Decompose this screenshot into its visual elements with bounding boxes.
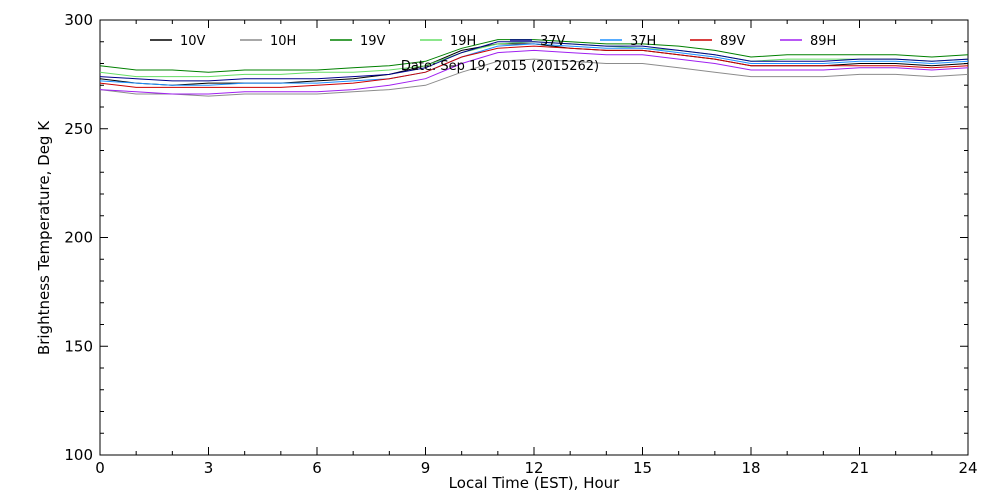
series-line-37h: [99, 43, 969, 86]
legend-label: 19H: [450, 34, 476, 49]
legend-label: 89V: [720, 34, 746, 49]
legend: 10V 10H 19V 19H 37V 37H 89V 89H: [150, 34, 836, 49]
y-tick-label: 250: [64, 120, 93, 138]
x-tick-label: 12: [524, 459, 543, 477]
x-tick-label: 0: [95, 459, 105, 477]
y-tick-label: 200: [64, 229, 93, 247]
legend-label: 10V: [180, 34, 206, 49]
y-tick-label: 100: [64, 446, 93, 464]
legend-label: 89H: [810, 34, 836, 49]
series-line-10h: [99, 58, 969, 97]
annotation-date: Date: Sep 19, 2015 (2015262): [401, 59, 599, 74]
series-line-19v: [99, 39, 969, 73]
x-tick-label: 21: [850, 459, 869, 477]
y-tick-label: 300: [64, 11, 93, 29]
plot-frame: [99, 19, 969, 456]
x-tick-label: 6: [312, 459, 322, 477]
series-lines: [99, 39, 969, 97]
y-tick-label: 150: [64, 337, 93, 355]
x-tick-label: 15: [633, 459, 652, 477]
series-line-89v: [99, 45, 969, 88]
series-line-37v: [99, 41, 969, 82]
x-tick-label: 3: [204, 459, 214, 477]
legend-label: 37H: [630, 34, 656, 49]
legend-label: 10H: [270, 34, 296, 49]
y-axis-title: Brightness Temperature, Deg K: [35, 120, 53, 355]
legend-label: 19V: [360, 34, 386, 49]
tick-labels: 0 3 6 9 12 15 18 21 24 100 150 200 250 300: [64, 11, 977, 477]
x-tick-label: 9: [421, 459, 431, 477]
series-line-89h: [99, 49, 969, 95]
x-axis-title: Local Time (EST), Hour: [449, 474, 620, 492]
axis-ticks: [99, 19, 969, 456]
x-tick-label: 18: [741, 459, 760, 477]
x-tick-label: 24: [958, 459, 977, 477]
legend-label: 37V: [540, 34, 566, 49]
